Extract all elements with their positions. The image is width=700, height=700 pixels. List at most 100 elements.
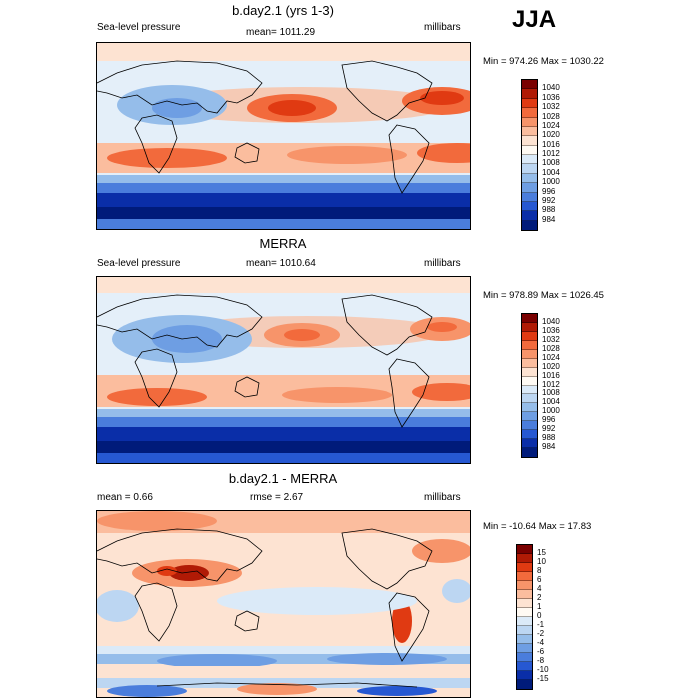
colorbar-swatch	[522, 412, 537, 422]
colorbar-swatch	[522, 448, 537, 457]
colorbar-tick-label: 1024	[542, 352, 560, 362]
colorbar-tick-label: 8	[537, 566, 542, 575]
colorbar-tick-label: 996	[542, 186, 556, 196]
panel-1-title: b.day2.1 (yrs 1-3)	[232, 3, 334, 18]
colorbar-tick-label: -6	[537, 647, 545, 656]
colorbar-swatch	[522, 331, 537, 341]
colorbar-swatch	[522, 201, 537, 212]
colorbar-tick-label: 1036	[542, 325, 560, 335]
colorbar-tick-label: 1032	[542, 334, 560, 344]
colorbar-swatch	[522, 80, 537, 90]
colorbar-swatch	[517, 608, 532, 617]
colorbar-swatch	[522, 358, 537, 368]
colorbar-tick-label: 996	[542, 415, 556, 425]
colorbar-tick-label: 1028	[542, 343, 560, 353]
colorbar-swatch	[517, 653, 532, 662]
colorbar-tick-label: 1004	[542, 167, 560, 177]
panel-3-colorbar	[516, 544, 533, 690]
colorbar-swatch	[522, 385, 537, 395]
colorbar-swatch	[517, 617, 532, 626]
panel-2-minmax: Min = 978.89 Max = 1026.45	[483, 290, 604, 301]
colorbar-swatch	[522, 164, 537, 174]
panel-3-title: b.day2.1 - MERRA	[228, 471, 338, 486]
panel-1-map	[96, 42, 471, 230]
colorbar-tick-label: 1	[537, 602, 542, 611]
panel-2-colorbar	[521, 313, 538, 458]
colorbar-swatch	[522, 117, 537, 127]
colorbar-tick-label: 1000	[542, 406, 560, 416]
colorbar-tick-label: 1004	[542, 397, 560, 407]
colorbar-tick-label: 1008	[542, 158, 560, 168]
colorbar-tick-label: 988	[542, 433, 556, 443]
colorbar-tick-label: 1032	[542, 102, 560, 112]
colorbar-tick-label: 2	[537, 593, 542, 602]
panel-1-minmax: Min = 974.26 Max = 1030.22	[483, 56, 604, 67]
colorbar-tick-label: 4	[537, 584, 542, 593]
colorbar-tick-label: 1036	[542, 92, 560, 102]
colorbar-swatch	[522, 192, 537, 202]
colorbar-tick-label: -4	[537, 638, 545, 647]
colorbar-swatch	[522, 155, 537, 165]
panel-3-rmse-label: rmse = 2.67	[250, 492, 304, 503]
colorbar-swatch	[522, 211, 537, 221]
colorbar-tick-label: 0	[537, 611, 542, 620]
colorbar-swatch	[517, 626, 532, 635]
panel-2-map	[96, 276, 471, 464]
colorbar-swatch	[522, 367, 537, 377]
panel-2-variable-label: Sea-level pressure	[97, 258, 181, 269]
colorbar-swatch	[517, 563, 532, 572]
colorbar-swatch	[517, 662, 532, 671]
colorbar-tick-label: 984	[542, 214, 556, 224]
colorbar-swatch	[522, 421, 537, 431]
colorbar-swatch	[522, 349, 537, 359]
colorbar-swatch	[522, 403, 537, 413]
panel-3-units-label: millibars	[424, 492, 461, 503]
colorbar-swatch	[522, 430, 537, 440]
colorbar-tick-label: 988	[542, 205, 556, 215]
colorbar-swatch	[517, 572, 532, 581]
panel-1-mean-label: mean= 1011.29	[246, 27, 316, 38]
colorbar-tick-label: 1028	[542, 111, 560, 121]
colorbar-tick-label: -8	[537, 656, 545, 665]
panel-1-colorbar	[521, 79, 538, 231]
colorbar-swatch	[522, 183, 537, 193]
colorbar-tick-label: 1040	[542, 316, 560, 326]
colorbar-tick-label: 1000	[542, 177, 560, 187]
colorbar-tick-label: -10	[537, 665, 549, 674]
panel-2-title: MERRA	[259, 236, 307, 251]
colorbar-tick-label: 1040	[542, 83, 560, 93]
colorbar-tick-label: 1016	[542, 370, 560, 380]
colorbar-swatch	[522, 108, 537, 118]
colorbar-tick-label: 1016	[542, 139, 560, 149]
colorbar-swatch	[522, 220, 537, 230]
colorbar-tick-label: 1012	[542, 149, 560, 158]
colorbar-swatch	[522, 376, 537, 386]
colorbar-swatch	[517, 545, 532, 554]
colorbar-tick-label: 1008	[542, 388, 560, 398]
panel-2-units-label: millibars	[424, 258, 461, 269]
colorbar-tick-label: 1012	[542, 379, 560, 389]
colorbar-tick-label: 1020	[542, 130, 560, 140]
panel-3-minmax: Min = -10.64 Max = 17.83	[483, 521, 592, 532]
colorbar-tick-label: 10	[537, 557, 546, 566]
panel-3-map	[96, 510, 471, 698]
panel-1-variable-label: Sea-level pressure	[97, 22, 181, 33]
colorbar-swatch	[522, 439, 537, 449]
colorbar-swatch	[522, 394, 537, 404]
panel-3-mean-label: mean = 0.66	[97, 492, 153, 503]
colorbar-swatch	[522, 314, 537, 323]
colorbar-tick-label: 984	[542, 442, 556, 452]
colorbar-tick-label: -1	[537, 620, 545, 629]
panel-1-units-label: millibars	[424, 22, 461, 33]
colorbar-swatch	[522, 322, 537, 332]
colorbar-swatch	[522, 340, 537, 350]
colorbar-tick-label: -2	[537, 629, 545, 638]
colorbar-swatch	[517, 671, 532, 680]
colorbar-swatch	[517, 644, 532, 653]
colorbar-tick-label: 992	[542, 424, 556, 434]
colorbar-swatch	[517, 635, 532, 644]
colorbar-tick-label: -15	[537, 674, 549, 683]
colorbar-swatch	[522, 145, 537, 155]
panel-2-mean-label: mean= 1010.64	[246, 258, 316, 269]
colorbar-swatch	[522, 89, 537, 99]
